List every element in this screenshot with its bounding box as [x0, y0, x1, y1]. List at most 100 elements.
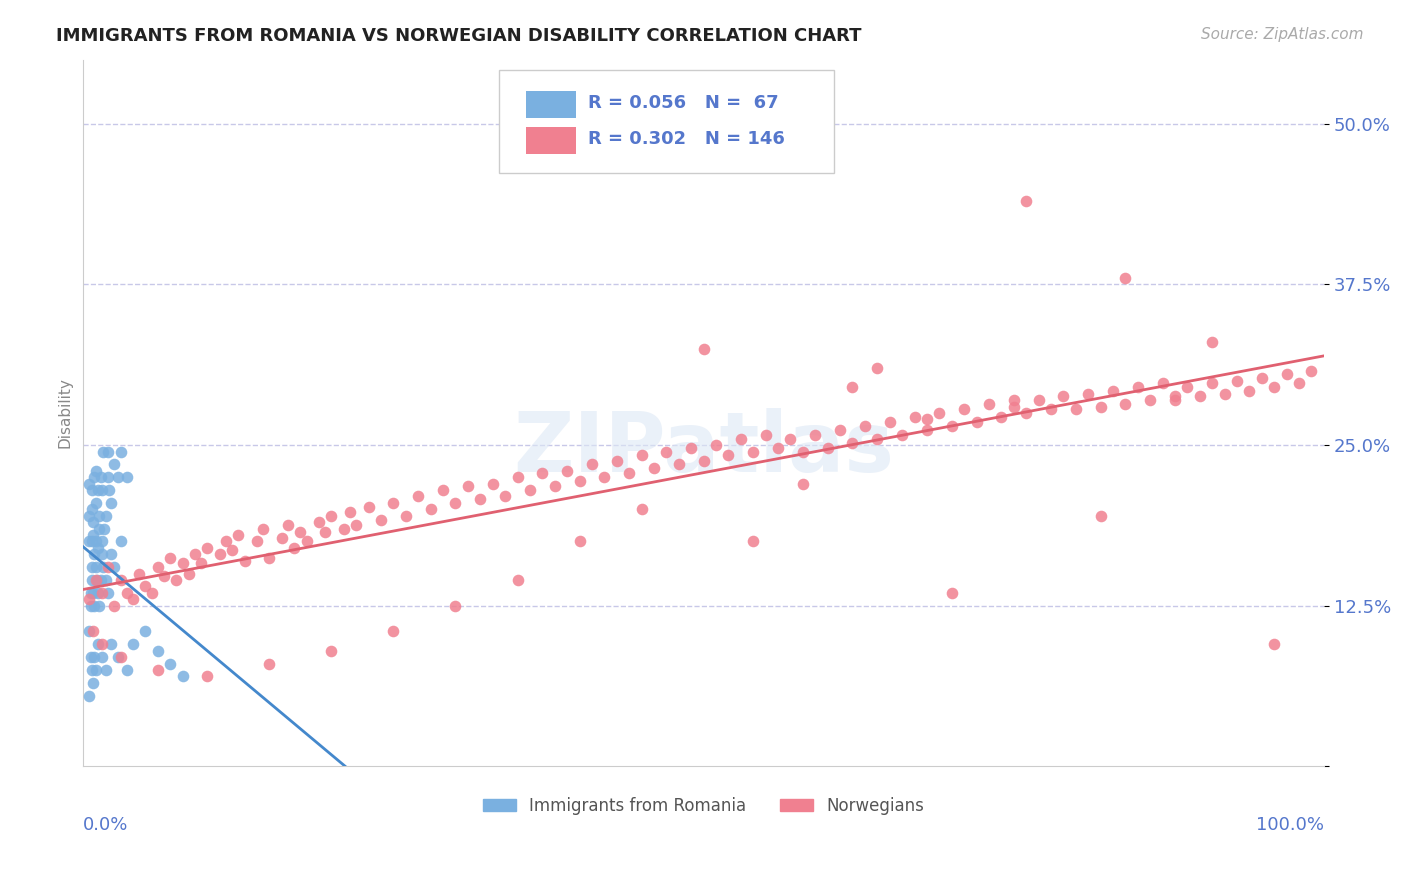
Point	[1288, 376, 1310, 391]
Point	[382, 624, 405, 639]
Point	[395, 508, 418, 523]
Point	[1015, 194, 1038, 208]
Point	[84, 573, 107, 587]
Point	[333, 522, 356, 536]
Point	[100, 547, 122, 561]
Point	[107, 470, 129, 484]
Text: ZIPatlas: ZIPatlas	[513, 408, 894, 489]
Point	[110, 573, 132, 587]
Point	[98, 483, 121, 497]
Point	[1090, 508, 1112, 523]
Point	[103, 458, 125, 472]
Point	[915, 412, 938, 426]
Point	[1263, 637, 1285, 651]
Point	[630, 502, 652, 516]
Point	[915, 423, 938, 437]
Point	[146, 560, 169, 574]
Point	[1002, 393, 1025, 408]
Point	[555, 464, 578, 478]
Point	[228, 528, 250, 542]
Point	[308, 515, 330, 529]
Point	[90, 586, 112, 600]
FancyBboxPatch shape	[526, 91, 576, 119]
Point	[87, 586, 110, 600]
Point	[1213, 386, 1236, 401]
Point	[259, 657, 281, 671]
Point	[128, 566, 150, 581]
Legend: Immigrants from Romania, Norwegians: Immigrants from Romania, Norwegians	[477, 790, 931, 822]
Point	[593, 470, 616, 484]
Point	[1201, 376, 1223, 391]
Point	[1015, 406, 1038, 420]
Point	[1114, 397, 1136, 411]
Point	[655, 444, 678, 458]
Point	[115, 470, 138, 484]
Point	[89, 599, 111, 613]
Point	[866, 432, 889, 446]
Point	[90, 470, 112, 484]
Point	[444, 599, 467, 613]
Point	[853, 418, 876, 433]
Point	[97, 586, 120, 600]
Point	[1177, 380, 1199, 394]
Point	[419, 502, 441, 516]
Point	[681, 441, 703, 455]
Point	[195, 541, 218, 555]
Text: 100.0%: 100.0%	[1256, 816, 1324, 834]
Text: R = 0.302   N = 146: R = 0.302 N = 146	[588, 129, 785, 148]
Point	[903, 409, 925, 424]
Point	[190, 557, 212, 571]
Point	[966, 415, 988, 429]
Point	[457, 479, 479, 493]
Point	[90, 637, 112, 651]
Point	[89, 522, 111, 536]
Point	[153, 569, 176, 583]
Point	[110, 444, 132, 458]
FancyBboxPatch shape	[526, 127, 576, 153]
Point	[568, 474, 591, 488]
Point	[122, 592, 145, 607]
Point	[531, 467, 554, 481]
Point	[103, 560, 125, 574]
Point	[84, 534, 107, 549]
Point	[1250, 371, 1272, 385]
Point	[928, 406, 950, 420]
Point	[90, 483, 112, 497]
Point	[79, 689, 101, 703]
Point	[444, 496, 467, 510]
Point	[97, 444, 120, 458]
Point	[252, 522, 274, 536]
Point	[879, 415, 901, 429]
Point	[208, 547, 231, 561]
Text: 0.0%: 0.0%	[83, 816, 129, 834]
Text: IMMIGRANTS FROM ROMANIA VS NORWEGIAN DISABILITY CORRELATION CHART: IMMIGRANTS FROM ROMANIA VS NORWEGIAN DIS…	[56, 27, 862, 45]
Point	[80, 534, 103, 549]
Point	[1164, 389, 1187, 403]
Point	[97, 560, 120, 574]
Point	[506, 573, 529, 587]
Point	[1188, 389, 1211, 403]
Point	[1090, 400, 1112, 414]
Point	[103, 599, 125, 613]
Point	[953, 402, 976, 417]
Point	[470, 491, 492, 506]
Point	[246, 534, 269, 549]
Point	[1226, 374, 1249, 388]
Point	[134, 579, 156, 593]
Point	[617, 467, 640, 481]
Point	[1239, 384, 1261, 398]
Point	[90, 534, 112, 549]
Point	[1077, 386, 1099, 401]
Point	[79, 508, 101, 523]
Point	[79, 534, 101, 549]
Point	[766, 441, 789, 455]
Point	[115, 586, 138, 600]
Point	[270, 531, 292, 545]
Point	[82, 515, 104, 529]
Point	[1201, 335, 1223, 350]
Point	[146, 663, 169, 677]
Point	[630, 448, 652, 462]
Point	[1002, 400, 1025, 414]
Point	[146, 643, 169, 657]
Point	[83, 650, 105, 665]
